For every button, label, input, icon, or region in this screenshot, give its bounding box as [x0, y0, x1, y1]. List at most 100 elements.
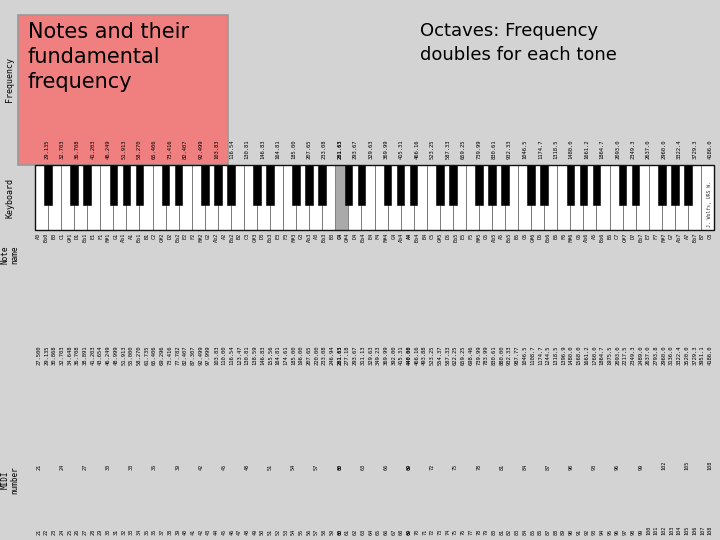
Text: E4: E4 — [368, 233, 373, 239]
Text: E6: E6 — [554, 233, 558, 239]
Bar — [35, 165, 48, 230]
Bar — [323, 165, 336, 230]
Text: 523.25: 523.25 — [430, 346, 435, 365]
Bar — [544, 165, 557, 230]
Bar — [266, 165, 274, 205]
Text: 110.00: 110.00 — [222, 346, 227, 365]
Text: 32.703: 32.703 — [60, 139, 65, 159]
Text: 54: 54 — [291, 464, 296, 470]
Text: 164.81: 164.81 — [276, 139, 281, 159]
Text: 29.135: 29.135 — [44, 139, 49, 159]
Text: 85: 85 — [530, 529, 535, 535]
Text: 987.77: 987.77 — [515, 346, 520, 365]
Text: 92.499: 92.499 — [199, 346, 203, 365]
Text: Ab5: Ab5 — [492, 233, 497, 242]
Bar — [358, 165, 365, 205]
Bar — [71, 165, 78, 205]
Text: 33: 33 — [129, 464, 134, 470]
Bar — [636, 165, 649, 230]
Bar — [231, 165, 244, 230]
Text: 75: 75 — [453, 464, 458, 470]
Text: 466.16: 466.16 — [415, 346, 420, 365]
Text: 1108.7: 1108.7 — [530, 346, 535, 365]
Text: 101: 101 — [654, 525, 659, 535]
Text: 65: 65 — [376, 529, 381, 535]
Text: 45: 45 — [222, 464, 227, 470]
Text: 72: 72 — [430, 464, 435, 470]
Text: 1174.7: 1174.7 — [538, 139, 543, 159]
Text: Ab3: Ab3 — [307, 233, 312, 242]
Text: 63: 63 — [361, 529, 366, 535]
Text: A1: A1 — [129, 233, 134, 239]
Text: 4186.0: 4186.0 — [708, 346, 713, 365]
Text: 72: 72 — [430, 529, 435, 535]
Text: D4: D4 — [353, 233, 358, 239]
Text: 38.891: 38.891 — [83, 346, 88, 365]
Bar — [166, 165, 179, 230]
Text: D7: D7 — [631, 233, 636, 239]
Bar — [348, 165, 361, 230]
Bar — [292, 165, 300, 205]
Text: 2637.0: 2637.0 — [646, 346, 651, 365]
Text: 92: 92 — [584, 529, 589, 535]
Text: 48: 48 — [245, 529, 250, 535]
Text: 34.648: 34.648 — [67, 346, 72, 365]
Text: 96: 96 — [615, 529, 620, 535]
Text: 622.25: 622.25 — [453, 346, 458, 365]
Text: 39: 39 — [175, 464, 180, 470]
Bar — [100, 165, 113, 230]
Bar — [387, 165, 400, 230]
Text: 3322.4: 3322.4 — [677, 139, 682, 159]
Bar — [492, 165, 505, 230]
Text: 440.00: 440.00 — [407, 346, 412, 365]
Text: 103.83: 103.83 — [214, 346, 219, 365]
Text: 105: 105 — [685, 525, 690, 535]
Text: 59: 59 — [330, 529, 335, 535]
Text: 83: 83 — [515, 529, 520, 535]
Text: 130.81: 130.81 — [245, 139, 250, 159]
Text: Eb7: Eb7 — [638, 233, 643, 242]
Text: 174.61: 174.61 — [283, 346, 288, 365]
Text: 415.31: 415.31 — [399, 346, 404, 365]
Text: 61.735: 61.735 — [145, 346, 149, 365]
Text: 80: 80 — [492, 529, 497, 535]
Bar — [649, 165, 662, 230]
Bar — [688, 165, 701, 230]
Text: 164.81: 164.81 — [276, 346, 281, 365]
Bar — [475, 165, 482, 205]
Text: 73.416: 73.416 — [168, 139, 173, 159]
Bar — [596, 165, 610, 230]
Bar — [623, 165, 636, 230]
Text: E3: E3 — [276, 233, 281, 239]
Bar — [374, 165, 387, 230]
Text: 311.13: 311.13 — [361, 346, 366, 365]
Text: 2489.0: 2489.0 — [638, 346, 643, 365]
Bar — [557, 165, 570, 230]
Text: D6: D6 — [538, 233, 543, 239]
Text: 53: 53 — [283, 529, 288, 535]
Text: E2: E2 — [183, 233, 188, 239]
Text: 34: 34 — [137, 529, 142, 535]
Text: 47: 47 — [237, 529, 242, 535]
Bar — [593, 165, 600, 205]
Text: 55: 55 — [299, 529, 304, 535]
Text: 48.999: 48.999 — [114, 346, 119, 365]
Text: C8: C8 — [708, 233, 713, 239]
Text: 58: 58 — [322, 529, 327, 535]
Bar — [257, 165, 270, 230]
Text: 587.33: 587.33 — [445, 139, 450, 159]
Text: 89: 89 — [561, 529, 566, 535]
Text: 57: 57 — [314, 464, 319, 470]
Bar — [453, 165, 466, 230]
Text: 38: 38 — [168, 529, 173, 535]
Text: 87: 87 — [546, 464, 551, 470]
Text: Bb0: Bb0 — [44, 233, 49, 242]
Text: C7: C7 — [615, 233, 620, 239]
Text: G1: G1 — [114, 233, 119, 239]
Text: B4: B4 — [422, 233, 427, 239]
Text: 3520.0: 3520.0 — [685, 346, 690, 365]
Text: 36.708: 36.708 — [75, 346, 80, 365]
Text: 2093.0: 2093.0 — [615, 139, 620, 159]
Text: 60: 60 — [337, 529, 342, 535]
Text: 37: 37 — [160, 529, 165, 535]
